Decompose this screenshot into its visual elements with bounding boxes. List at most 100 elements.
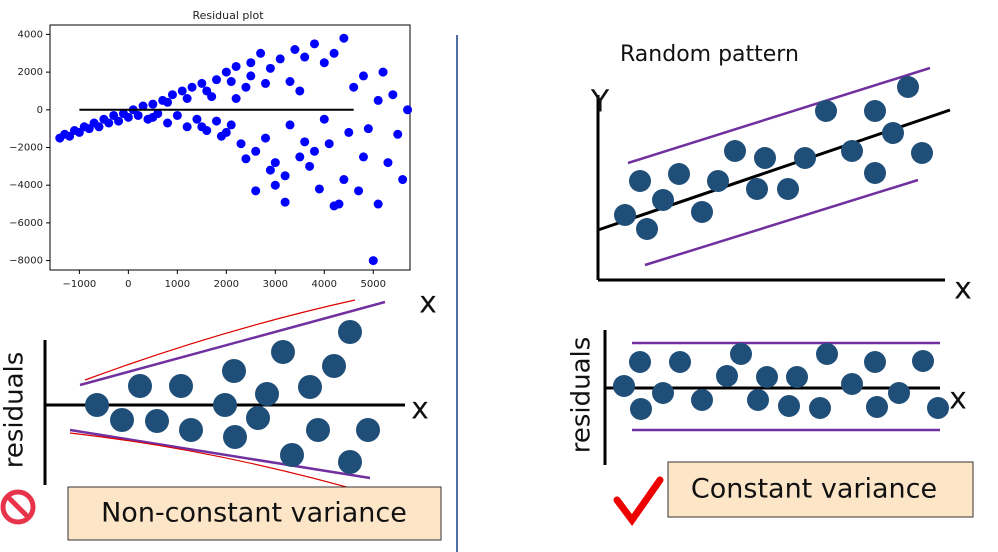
y-tick-label: −8000 [9, 256, 43, 267]
dot [338, 450, 362, 474]
dot [668, 163, 690, 185]
point [280, 197, 290, 207]
trace [69, 432, 376, 496]
y-tick-label: −4000 [9, 180, 43, 191]
point [221, 127, 231, 137]
point [246, 58, 256, 68]
y-tick-label: −6000 [9, 218, 43, 229]
point [187, 82, 197, 92]
point [280, 171, 290, 181]
x-tick-label: 2000 [214, 279, 239, 290]
point [241, 82, 251, 92]
point [329, 201, 339, 211]
bound [644, 178, 919, 267]
point [197, 122, 207, 132]
point [383, 158, 393, 168]
dot [816, 343, 838, 365]
dot [841, 140, 863, 162]
point [163, 118, 173, 128]
point [309, 146, 319, 156]
dot [322, 354, 346, 378]
point [344, 127, 354, 137]
dot [777, 178, 799, 200]
dot [356, 418, 380, 442]
dot [636, 218, 658, 240]
dot [724, 140, 746, 162]
bound [69, 428, 371, 480]
point [270, 180, 280, 190]
dot [778, 395, 800, 417]
dot [754, 147, 776, 169]
point [329, 48, 339, 58]
point [290, 45, 300, 54]
dot [927, 397, 949, 419]
dot [306, 418, 330, 442]
dot [794, 147, 816, 169]
point [368, 256, 378, 266]
y-tick-label: 2000 [18, 67, 43, 78]
point [226, 120, 236, 130]
dot [128, 374, 152, 398]
point [212, 116, 222, 126]
point [231, 94, 241, 103]
point [339, 175, 349, 185]
point [123, 112, 133, 122]
dot [864, 162, 886, 184]
dot [691, 201, 713, 223]
x-tick-label: 4000 [312, 279, 337, 290]
dot [271, 340, 295, 364]
point [349, 82, 359, 92]
point [114, 116, 124, 126]
dot [222, 359, 246, 383]
point [393, 129, 403, 139]
axis-label: x [954, 272, 972, 307]
point [251, 186, 261, 196]
x-tick-label: 0 [125, 279, 131, 290]
no-icon [6, 495, 30, 519]
y-tick-label: −2000 [9, 143, 43, 154]
point [270, 158, 280, 168]
dot [786, 366, 808, 388]
point [265, 63, 275, 73]
dot [809, 397, 831, 419]
dot [298, 375, 322, 399]
diagram-title: Random pattern [620, 42, 799, 67]
point [373, 95, 383, 105]
dot [630, 398, 652, 420]
point [314, 184, 324, 194]
bound [627, 66, 931, 165]
dot [841, 373, 863, 395]
dot [747, 389, 769, 411]
y-tick-label: 4000 [18, 29, 43, 40]
dot [255, 382, 279, 406]
chart-title: Residual plot [192, 9, 264, 22]
point [212, 75, 222, 85]
point [202, 86, 212, 96]
dot [613, 375, 635, 397]
dot [911, 142, 933, 164]
point [182, 122, 192, 132]
point [197, 78, 207, 88]
point [226, 77, 236, 87]
point [163, 97, 173, 107]
axis-label: x [419, 286, 437, 321]
axis-label: residuals [0, 352, 30, 469]
point [177, 86, 187, 96]
dot [888, 382, 910, 404]
dot [85, 393, 109, 417]
right-top-diagram: Random pattern Y x [590, 42, 972, 307]
point [378, 67, 388, 77]
axis-label: residuals [567, 337, 597, 454]
dot [864, 351, 886, 373]
dot [280, 443, 304, 467]
point [104, 118, 114, 128]
dot [652, 382, 674, 404]
point [358, 71, 368, 81]
point [251, 146, 261, 156]
point [339, 33, 349, 43]
dot [746, 178, 768, 200]
point [246, 71, 256, 81]
dot [169, 374, 193, 398]
dot [179, 418, 203, 442]
point [241, 154, 251, 164]
